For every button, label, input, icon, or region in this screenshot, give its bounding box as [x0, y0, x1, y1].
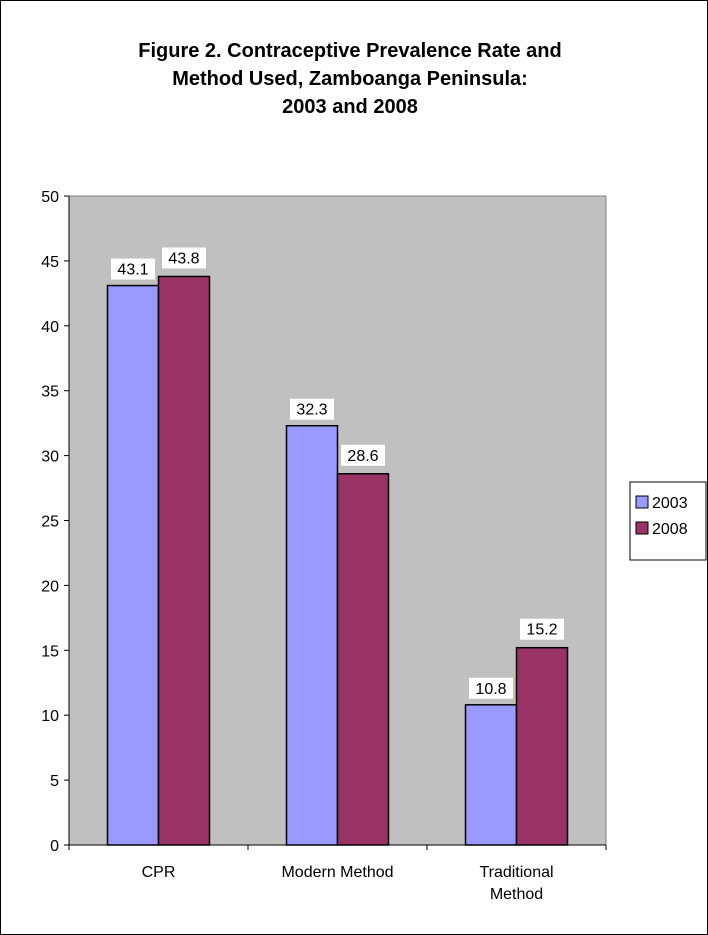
data-label: 10.8 — [475, 681, 506, 698]
bar — [336, 473, 390, 846]
y-tick-label: 5 — [50, 773, 59, 790]
data-label-background — [111, 258, 155, 280]
y-tick-label: 15 — [41, 643, 59, 660]
data-label-background — [341, 444, 385, 466]
legend-swatch — [635, 495, 649, 509]
chart-title-line-2: Method Used, Zamboanga Peninsula: — [172, 68, 528, 90]
y-tick-label: 30 — [41, 449, 59, 466]
x-category-label: Traditional — [479, 864, 553, 881]
x-category-label: Method — [490, 886, 543, 903]
data-label: 15.2 — [526, 622, 557, 639]
y-tick-label: 35 — [41, 384, 59, 401]
legend-label: 2008 — [652, 521, 688, 538]
bar — [285, 424, 339, 846]
y-tick-label: 10 — [41, 708, 59, 725]
chart-title-line-3: 2003 and 2008 — [282, 96, 418, 118]
data-label-background — [162, 247, 206, 269]
chart-title-line-1: Figure 2. Contraceptive Prevalence Rate … — [138, 40, 562, 62]
y-tick-label: 25 — [41, 514, 59, 531]
data-label: 32.3 — [296, 402, 327, 419]
x-category-label: Modern Method — [281, 864, 393, 881]
legend-box — [629, 481, 707, 561]
legend-swatch — [635, 521, 649, 535]
x-category-label: CPR — [142, 864, 176, 881]
y-tick-label: 0 — [50, 838, 59, 855]
bar — [157, 275, 211, 846]
bar — [464, 704, 518, 846]
data-label-background — [520, 618, 564, 640]
y-tick-label: 20 — [41, 578, 59, 595]
chart-title: Figure 2. Contraceptive Prevalence Rate … — [70, 37, 630, 121]
y-tick-label: 40 — [41, 319, 59, 336]
data-label-background — [469, 677, 513, 699]
y-tick-label: 50 — [41, 189, 59, 206]
data-label-background — [290, 398, 334, 420]
bar — [106, 284, 160, 846]
bar — [515, 646, 569, 846]
legend-label: 2003 — [652, 495, 688, 512]
y-tick-label: 45 — [41, 254, 59, 271]
data-label: 43.1 — [117, 262, 148, 279]
data-label: 28.6 — [347, 448, 378, 465]
data-label: 43.8 — [168, 250, 199, 267]
